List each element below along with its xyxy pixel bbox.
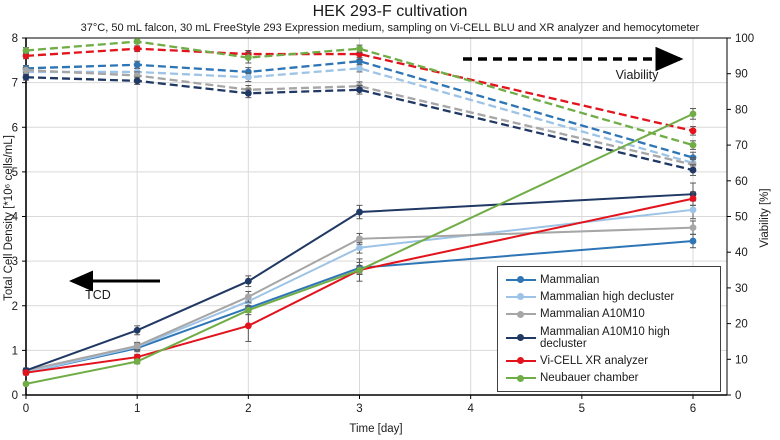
legend-label: Mammalian A10M10 [540,308,645,321]
chart-title: HEK 293-F cultivation [312,3,468,20]
legend-label: Neubauer chamber [540,372,639,385]
svg-text:100: 100 [735,33,754,45]
svg-text:0: 0 [735,390,741,402]
svg-text:6: 6 [12,122,18,134]
legend-swatch-icon [506,357,536,365]
series-viability-mammalian-a10m10-high-decluster [22,73,697,176]
legend-swatch-icon [506,293,536,301]
legend-marker-icon [517,374,524,382]
svg-text:60: 60 [735,176,748,188]
svg-text:10: 10 [735,354,748,366]
svg-text:5: 5 [579,403,585,415]
series-viability-neubauer-chamber [22,38,697,150]
series-tcd-neubauer-chamber [22,108,697,388]
y-axis-label-left: Total Cell Density [*10⁶ cells/mL] [3,135,15,301]
legend-swatch-icon [506,310,536,318]
svg-text:4: 4 [467,403,474,415]
y-axis-label-right: Viability [%] [759,188,771,248]
svg-text:3: 3 [12,256,18,268]
legend-marker-icon [517,276,524,284]
legend-item-mammalian-a10m10: Mammalian A10M10 [506,308,712,320]
svg-text:0: 0 [12,390,18,402]
svg-text:2: 2 [245,403,251,415]
svg-text:20: 20 [735,319,748,331]
svg-text:8: 8 [12,33,18,45]
x-axis-label: Time [day] [349,423,403,435]
legend-marker-icon [517,357,524,365]
legend: Mammalian Mammalian high decluster Mammali… [497,266,721,392]
legend-item-mammalian-high-decluster: Mammalian high decluster [506,291,712,303]
series-tcd-mammalian-a10m10 [22,220,697,374]
legend-label: Mammalian A10M10 high decluster [540,325,670,350]
legend-swatch-icon [506,276,536,284]
annotations: TCD Viability [69,46,684,302]
legend-swatch-icon [506,374,536,382]
svg-text:40: 40 [735,247,748,259]
legend-marker-icon [517,293,524,301]
legend-marker-icon [517,310,524,318]
viability-annotation-label: Viability [616,68,660,82]
tcd-annotation-label: TCD [85,288,111,302]
legend-label: Mammalian high decluster [540,290,675,303]
legend-item-vi-cell-xr-analyzer: Vi-CELL XR analyzer [506,355,712,367]
legend-label: Mammalian [540,273,600,286]
legend-marker-icon [517,334,524,342]
svg-text:4: 4 [12,212,19,224]
series-tcd-mammalian-a10m10-high-decluster [22,182,697,374]
legend-item-mammalian: Mammalian [506,274,712,286]
legend-swatch-icon [506,334,536,342]
svg-text:1: 1 [12,345,18,357]
svg-text:6: 6 [690,403,696,415]
svg-text:5: 5 [12,167,18,179]
svg-text:1: 1 [134,403,140,415]
svg-text:90: 90 [735,69,748,81]
svg-text:30: 30 [735,283,748,295]
svg-text:70: 70 [735,140,748,152]
svg-text:0: 0 [23,403,29,415]
chart-subtitle: 37°C, 50 mL falcon, 30 mL FreeStyle 293 … [80,22,700,34]
svg-text:80: 80 [735,104,748,116]
svg-text:2: 2 [12,301,18,313]
legend-item-mammalian-a10m10-high-decluster: Mammalian A10M10 high decluster [506,326,712,350]
legend-item-neubauer-chamber: Neubauer chamber [506,372,712,384]
svg-text:50: 50 [735,212,748,224]
svg-text:3: 3 [356,403,362,415]
legend-label: Vi-CELL XR analyzer [540,354,649,367]
svg-text:7: 7 [12,78,18,90]
